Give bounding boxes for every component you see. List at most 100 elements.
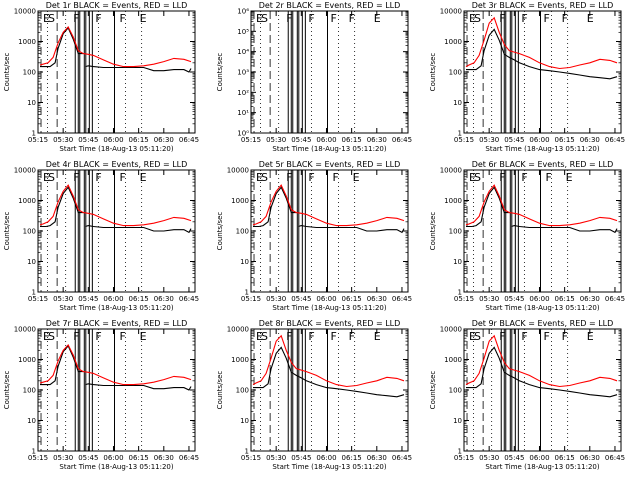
panel-title: Det 4r BLACK = Events, RED = LLD xyxy=(46,160,188,169)
x-tick-label: 06:30 xyxy=(580,454,600,462)
y-tick-label: 100 xyxy=(449,387,462,395)
flag-label: F xyxy=(308,330,314,343)
flag-label: F xyxy=(120,171,126,184)
y-tick-label: 1000 xyxy=(231,197,249,205)
flag-label: S xyxy=(48,12,55,25)
x-tick-label: 06:30 xyxy=(580,136,600,144)
flag-label: F xyxy=(499,330,505,343)
series-line-lld xyxy=(39,343,192,386)
x-tick-label: 06:30 xyxy=(154,295,174,303)
y-tick-label: 1000 xyxy=(444,356,462,364)
y-tick-label: 1 xyxy=(32,448,36,456)
x-tick-label: 06:30 xyxy=(367,454,387,462)
panel-title: Det 9r BLACK = Events, RED = LLD xyxy=(472,319,614,328)
x-axis-label: Start Time (18-Aug-13 05:11:20) xyxy=(59,145,173,153)
y-tick-label: 10 xyxy=(27,417,36,425)
flag-label: S xyxy=(48,171,55,184)
y-tick-label: 10² xyxy=(237,89,249,97)
x-tick-label: 05:30 xyxy=(53,454,73,462)
flag-label: E xyxy=(587,12,594,25)
x-tick-label: 05:45 xyxy=(78,454,98,462)
y-tick-label: 10000 xyxy=(14,167,36,175)
panel-title: Det 6r BLACK = Events, RED = LLD xyxy=(472,160,614,169)
x-tick-label: 05:15 xyxy=(28,136,48,144)
flag-label: F xyxy=(349,12,355,25)
x-tick-label: 06:15 xyxy=(342,295,362,303)
x-tick-label: 06:00 xyxy=(103,454,123,462)
x-tick-label: 05:45 xyxy=(78,295,98,303)
x-tick-label: 05:30 xyxy=(266,295,286,303)
x-tick-label: 06:45 xyxy=(605,454,625,462)
x-tick-label: 05:15 xyxy=(454,136,474,144)
flag-label: F xyxy=(521,12,527,25)
y-axis-label: Counts/sec xyxy=(429,53,437,92)
plot-frame xyxy=(37,10,196,134)
x-tick-label: 06:45 xyxy=(179,454,199,462)
y-axis-label: Counts/sec xyxy=(3,212,11,251)
y-tick-label: 1000 xyxy=(18,197,36,205)
x-axis-label: Start Time (18-Aug-13 05:11:20) xyxy=(485,304,599,312)
x-axis-label: Start Time (18-Aug-13 05:11:20) xyxy=(485,145,599,153)
plot-frame xyxy=(37,328,196,452)
flag-label: S xyxy=(474,330,481,343)
flag-label: F xyxy=(543,12,549,25)
flag-label: E xyxy=(43,171,50,184)
series-line-lld xyxy=(252,334,405,388)
flag-label: F xyxy=(120,12,126,25)
x-tick-label: 06:00 xyxy=(529,454,549,462)
flag-label: E xyxy=(140,12,147,25)
x-axis-label: Start Time (18-Aug-13 05:11:20) xyxy=(272,463,386,471)
flag-label: F xyxy=(330,12,336,25)
x-tick-label: 05:30 xyxy=(479,136,499,144)
y-tick-label: 100 xyxy=(236,387,249,395)
flag-label: F xyxy=(73,12,79,25)
y-tick-label: 10 xyxy=(453,258,462,266)
x-axis-label: Start Time (18-Aug-13 05:11:20) xyxy=(485,463,599,471)
flag-label: F xyxy=(349,330,355,343)
y-tick-label: 10000 xyxy=(227,326,249,334)
series-line-events xyxy=(466,186,618,234)
y-tick-label: 10000 xyxy=(14,8,36,16)
y-tick-label: 10 xyxy=(240,258,249,266)
y-axis-label: Counts/sec xyxy=(429,212,437,251)
flag-label: S xyxy=(261,12,268,25)
y-tick-label: 100 xyxy=(23,387,36,395)
x-tick-label: 05:15 xyxy=(28,295,48,303)
flag-label: E xyxy=(587,330,594,343)
flag-label: E xyxy=(469,330,476,343)
x-tick-label: 05:30 xyxy=(266,454,286,462)
series-line-events xyxy=(40,26,192,73)
x-tick-label: 05:15 xyxy=(241,454,261,462)
flag-label: E xyxy=(43,12,50,25)
flag-label: F xyxy=(95,171,101,184)
flag-label: S xyxy=(474,12,481,25)
series-line-lld xyxy=(39,184,192,227)
flag-label: F xyxy=(330,330,336,343)
panel-3: Det 3r BLACK = Events, RED = LLD Counts/s… xyxy=(429,1,625,153)
series-line-events xyxy=(466,28,618,80)
flag-label: F xyxy=(73,330,79,343)
series-line-events xyxy=(253,346,405,398)
flag-label: E xyxy=(374,12,381,25)
y-axis-label: Counts/sec xyxy=(3,371,11,410)
series-line-events xyxy=(40,186,192,234)
x-tick-label: 06:30 xyxy=(367,295,387,303)
series-line-events xyxy=(40,344,192,391)
y-tick-label: 10 xyxy=(240,417,249,425)
flag-label: S xyxy=(48,330,55,343)
y-tick-label: 1 xyxy=(245,448,249,456)
flag-label: F xyxy=(286,330,292,343)
x-tick-label: 06:45 xyxy=(392,454,412,462)
plot-frame xyxy=(250,169,409,293)
panel-7: Det 7r BLACK = Events, RED = LLD Counts/s… xyxy=(3,319,199,471)
y-tick-label: 1000 xyxy=(444,197,462,205)
flag-label: E xyxy=(43,330,50,343)
y-tick-label: 10¹ xyxy=(237,109,249,117)
x-tick-label: 05:15 xyxy=(454,454,474,462)
y-tick-label: 10000 xyxy=(440,8,462,16)
panel-8: Det 8r BLACK = Events, RED = LLD Counts/s… xyxy=(216,319,412,471)
x-tick-label: 05:45 xyxy=(504,295,524,303)
x-tick-label: 05:30 xyxy=(479,454,499,462)
y-tick-label: 10³ xyxy=(237,69,249,77)
x-tick-label: 06:15 xyxy=(129,136,149,144)
